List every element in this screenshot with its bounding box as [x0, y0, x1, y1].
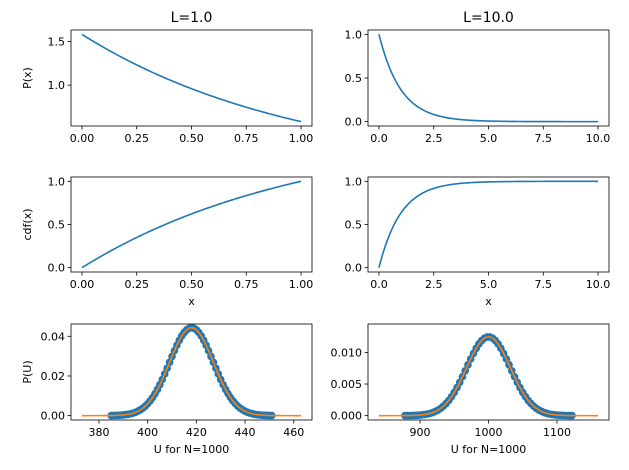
- x-tick-label: 0.00: [70, 278, 95, 291]
- x-tick-label: 10.0: [586, 278, 611, 291]
- y-tick-label: 0.04: [41, 330, 66, 343]
- axes-frame: [367, 176, 610, 273]
- series-line: [81, 180, 302, 269]
- plot-area: [81, 33, 302, 123]
- x-tick-label: 5.0: [480, 132, 498, 145]
- x-axis-label: x: [188, 295, 195, 308]
- panel-pdf-L1: 0.00 0.25 0.50 0.75 1.00 1.0 1.5 L=1.0 P(x): [21, 10, 313, 145]
- x-tick-label: 0.25: [124, 278, 149, 291]
- y-tick-label: 0.02: [41, 370, 66, 383]
- y-tick-label: 0.5: [345, 219, 363, 232]
- x-tick-label: 0.75: [234, 132, 259, 145]
- y-tick-label: 1.5: [48, 36, 66, 49]
- y-tick-label: 0.0: [48, 262, 66, 275]
- y-tick-label: 0.00: [41, 410, 66, 423]
- series-line: [81, 33, 302, 123]
- panel-pdf-L10: 0.0 2.5 5.0 7.5 10.0 0.0 0.5 1.0 L=10.0: [345, 10, 611, 145]
- panel-cdf-L10: 0.0 2.5 5.0 7.5 10.0 0.0 0.5 1.0 x: [345, 175, 611, 308]
- axes-frame: [70, 29, 313, 127]
- plot-area: [81, 180, 302, 269]
- y-tick-label: 1.0: [48, 175, 66, 188]
- y-tick-label: 0.005: [331, 378, 363, 391]
- y-tick-label: 0.5: [48, 219, 66, 232]
- x-tick-label: 5.0: [480, 278, 498, 291]
- x-axis-label: U for N=1000: [451, 443, 527, 456]
- x-tick-label: 0.50: [179, 278, 204, 291]
- y-axis-label: cdf(x): [21, 209, 34, 241]
- y-tick-label: 0.0: [345, 116, 363, 129]
- y-tick-label: 1.0: [345, 175, 363, 188]
- panel-hist-L10: 900 1000 1100 0.000 0.005 0.010 U for N=1000: [331, 323, 610, 456]
- panel-title: L=10.0: [463, 10, 514, 26]
- y-axis-label: P(x): [21, 67, 34, 89]
- x-tick-label: 420: [186, 426, 207, 439]
- x-tick-label: 1100: [543, 426, 571, 439]
- x-tick-label: 0.50: [179, 132, 204, 145]
- x-tick-label: 1000: [475, 426, 503, 439]
- x-tick-label: 0.00: [70, 132, 95, 145]
- x-tick-label: 0.0: [370, 132, 388, 145]
- x-tick-label: 400: [137, 426, 158, 439]
- plot-area: [378, 34, 599, 123]
- x-tick-label: 10.0: [586, 132, 611, 145]
- y-tick-label: 0.000: [331, 410, 363, 423]
- x-tick-label: 0.0: [370, 278, 388, 291]
- panel-hist-L1: 380 400 420 440 460 0.00 0.02 0.04 U for N=1000 P…: [21, 323, 313, 456]
- y-tick-label: 0.010: [331, 346, 363, 359]
- x-tick-label: 0.75: [234, 278, 259, 291]
- x-axis-label: U for N=1000: [154, 443, 230, 456]
- axes-frame: [70, 323, 313, 421]
- fit-line: [81, 326, 302, 417]
- series-line: [378, 34, 599, 123]
- panel-cdf-L1: 0.00 0.25 0.50 0.75 1.00 0.0 0.5 1.0 x cdf(x): [21, 175, 313, 308]
- x-tick-label: 1.00: [289, 278, 314, 291]
- panel-title: L=1.0: [171, 10, 213, 26]
- fit-line: [378, 335, 599, 417]
- x-tick-label: 380: [88, 426, 109, 439]
- x-tick-label: 7.5: [535, 132, 553, 145]
- y-tick-label: 0.0: [345, 262, 363, 275]
- x-tick-label: 7.5: [535, 278, 553, 291]
- x-axis-label: x: [485, 295, 492, 308]
- x-tick-label: 0.25: [124, 132, 149, 145]
- y-tick-label: 1.0: [48, 79, 66, 92]
- series-line: [378, 180, 599, 268]
- plot-area: [378, 333, 599, 420]
- x-tick-label: 900: [410, 426, 431, 439]
- axes-frame: [367, 29, 610, 127]
- plot-area: [378, 180, 599, 268]
- y-axis-label: P(U): [21, 360, 34, 383]
- x-tick-label: 440: [235, 426, 256, 439]
- plot-area: [81, 324, 302, 420]
- y-tick-label: 0.5: [345, 72, 363, 85]
- axes-frame: [70, 176, 313, 273]
- x-tick-label: 2.5: [425, 278, 443, 291]
- x-tick-label: 1.00: [289, 132, 314, 145]
- x-tick-label: 460: [283, 426, 304, 439]
- x-tick-label: 2.5: [425, 132, 443, 145]
- y-tick-label: 1.0: [345, 28, 363, 41]
